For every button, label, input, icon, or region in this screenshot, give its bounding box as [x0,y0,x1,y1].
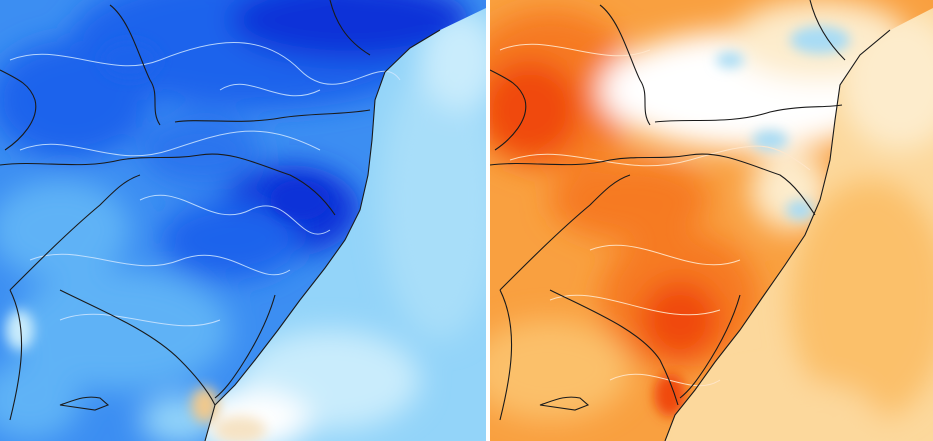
border-lines [0,0,441,441]
ocean-shading [190,10,486,441]
warm-anomaly-map-canvas [490,0,933,441]
cold-anomaly-map-canvas [0,0,486,441]
contour-lines [499,43,811,387]
contour-lines [9,42,401,327]
warm-anomaly-map [490,0,933,441]
cold-anomaly-map [0,0,486,441]
panel-divider [486,0,490,441]
ocean-shading [700,10,933,441]
border-lines [490,0,891,441]
